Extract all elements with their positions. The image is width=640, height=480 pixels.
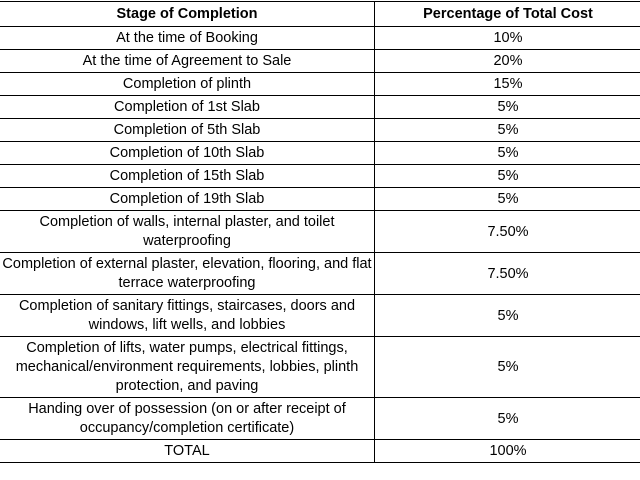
table-header-row: Stage of Completion Percentage of Total … bbox=[0, 1, 640, 27]
table-row: Completion of lifts, water pumps, electr… bbox=[0, 336, 640, 398]
payment-schedule-table: Stage of Completion Percentage of Total … bbox=[0, 1, 640, 463]
percentage-cell: 5% bbox=[374, 164, 640, 188]
percentage-cell: 5% bbox=[374, 397, 640, 440]
table-row: At the time of Booking 10% bbox=[0, 26, 640, 50]
stage-cell: Completion of 10th Slab bbox=[0, 141, 375, 165]
percentage-cell: 7.50% bbox=[374, 210, 640, 253]
table-row: Completion of 10th Slab 5% bbox=[0, 141, 640, 165]
percentage-cell: 15% bbox=[374, 72, 640, 96]
total-percentage-cell: 100% bbox=[374, 439, 640, 463]
percentage-cell: 20% bbox=[374, 49, 640, 73]
stage-cell: Completion of sanitary fittings, stairca… bbox=[0, 294, 375, 337]
percentage-cell: 10% bbox=[374, 26, 640, 50]
table-row: Completion of 15th Slab 5% bbox=[0, 164, 640, 188]
table-row: Completion of sanitary fittings, stairca… bbox=[0, 294, 640, 337]
stage-cell: Completion of 19th Slab bbox=[0, 187, 375, 211]
table-row: Completion of 5th Slab 5% bbox=[0, 118, 640, 142]
table-row: Completion of 19th Slab 5% bbox=[0, 187, 640, 211]
percentage-cell: 5% bbox=[374, 95, 640, 119]
percentage-cell: 5% bbox=[374, 187, 640, 211]
stage-cell: Completion of 5th Slab bbox=[0, 118, 375, 142]
total-row: TOTAL 100% bbox=[0, 439, 640, 463]
stage-cell: At the time of Booking bbox=[0, 26, 375, 50]
stage-column-header: Stage of Completion bbox=[0, 1, 375, 27]
stage-cell: Completion of walls, internal plaster, a… bbox=[0, 210, 375, 253]
table-row: Handing over of possession (on or after … bbox=[0, 397, 640, 440]
stage-cell: Completion of plinth bbox=[0, 72, 375, 96]
percentage-cell: 5% bbox=[374, 336, 640, 398]
stage-cell: Handing over of possession (on or after … bbox=[0, 397, 375, 440]
stage-cell: At the time of Agreement to Sale bbox=[0, 49, 375, 73]
table-row: Completion of external plaster, elevatio… bbox=[0, 252, 640, 295]
table-row: At the time of Agreement to Sale 20% bbox=[0, 49, 640, 73]
total-label-cell: TOTAL bbox=[0, 439, 375, 463]
stage-cell: Completion of 1st Slab bbox=[0, 95, 375, 119]
table-row: Completion of 1st Slab 5% bbox=[0, 95, 640, 119]
stage-cell: Completion of external plaster, elevatio… bbox=[0, 252, 375, 295]
percentage-cell: 5% bbox=[374, 118, 640, 142]
percentage-cell: 7.50% bbox=[374, 252, 640, 295]
table-row: Completion of walls, internal plaster, a… bbox=[0, 210, 640, 253]
percentage-column-header: Percentage of Total Cost bbox=[374, 1, 640, 27]
table-row: Completion of plinth 15% bbox=[0, 72, 640, 96]
stage-cell: Completion of lifts, water pumps, electr… bbox=[0, 336, 375, 398]
percentage-cell: 5% bbox=[374, 294, 640, 337]
stage-cell: Completion of 15th Slab bbox=[0, 164, 375, 188]
percentage-cell: 5% bbox=[374, 141, 640, 165]
